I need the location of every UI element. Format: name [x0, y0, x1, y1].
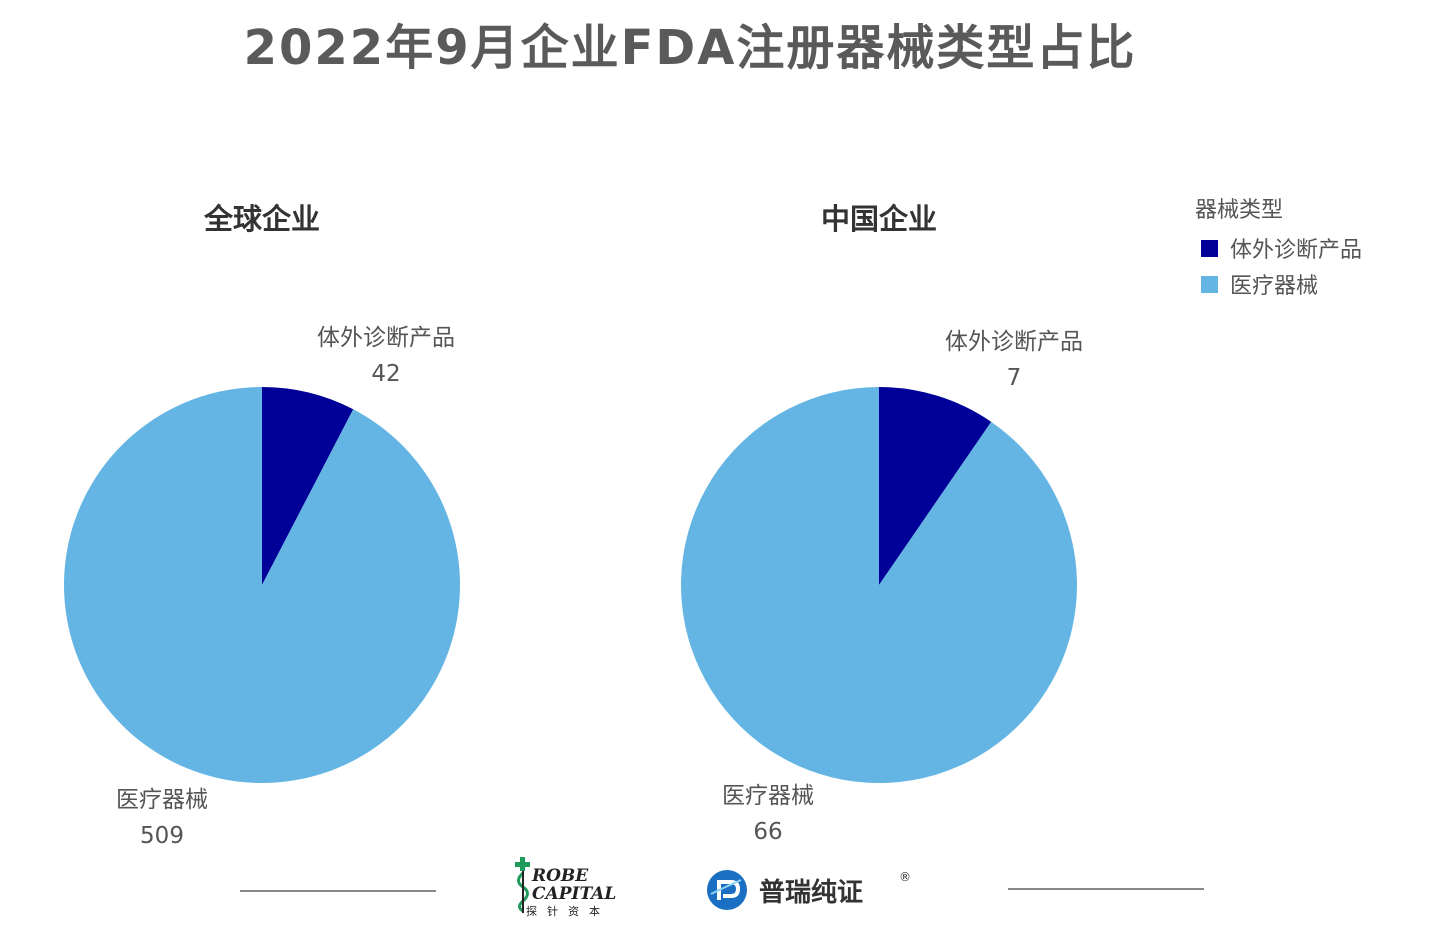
prin-logo: 普瑞纯证 ®: [705, 868, 935, 912]
slice-label-value: 66: [753, 819, 783, 845]
slice-label-name: 医疗器械: [116, 787, 208, 813]
chart-title-china: 中国企业: [820, 202, 937, 236]
slice-label-name: 体外诊断产品: [317, 325, 455, 351]
registered-mark: ®: [899, 870, 911, 884]
slice-label-value: 509: [140, 823, 184, 849]
slice-label-global-ivd: 体外诊断产品 42: [266, 320, 506, 392]
slice-label-value: 42: [371, 361, 401, 387]
legend-label-ivd: 体外诊断产品: [1230, 238, 1363, 263]
probe-logo-line2: CAPITAL: [532, 884, 617, 904]
legend: 器械类型 体外诊断产品 医疗器械: [1195, 192, 1362, 302]
probe-logo-line1: ROBE: [532, 866, 589, 886]
pie-slice-china-device: [681, 387, 1078, 783]
slice-label-value: 7: [1006, 365, 1022, 391]
slice-label-name: 体外诊断产品: [945, 329, 1083, 355]
legend-title: 器械类型: [1195, 198, 1284, 223]
footer-divider-left: [240, 890, 436, 892]
probe-caduceus-icon: [515, 857, 530, 913]
pie-slice-global-ivd: [262, 387, 354, 585]
slice-label-name: 医疗器械: [722, 783, 814, 809]
chart-title-global: 全球企业: [203, 202, 320, 236]
slice-label-china-device: 医疗器械 66: [648, 778, 888, 850]
pie-slice-china-ivd: [879, 387, 992, 585]
legend-item-device: 医疗器械: [1195, 266, 1362, 302]
footer-divider-right: [1008, 888, 1204, 890]
probe-capital-logo: ROBE CAPITAL 探针资本: [512, 855, 622, 925]
legend-swatch-device: [1201, 275, 1218, 293]
slice-label-china-ivd: 体外诊断产品 7: [894, 324, 1134, 396]
pie-slice-global-device: [64, 387, 460, 784]
slice-label-global-device: 医疗器械 509: [42, 782, 282, 854]
probe-logo-sub: 探针资本: [526, 905, 610, 918]
page-title: 2022年9月企业FDA注册器械类型占比: [243, 20, 1137, 76]
legend-item-ivd: 体外诊断产品: [1195, 230, 1362, 266]
legend-swatch-ivd: [1201, 239, 1218, 257]
legend-label-device: 医疗器械: [1230, 274, 1319, 299]
prin-circle-icon: [707, 870, 747, 910]
prin-logo-text: 普瑞纯证: [759, 878, 864, 908]
